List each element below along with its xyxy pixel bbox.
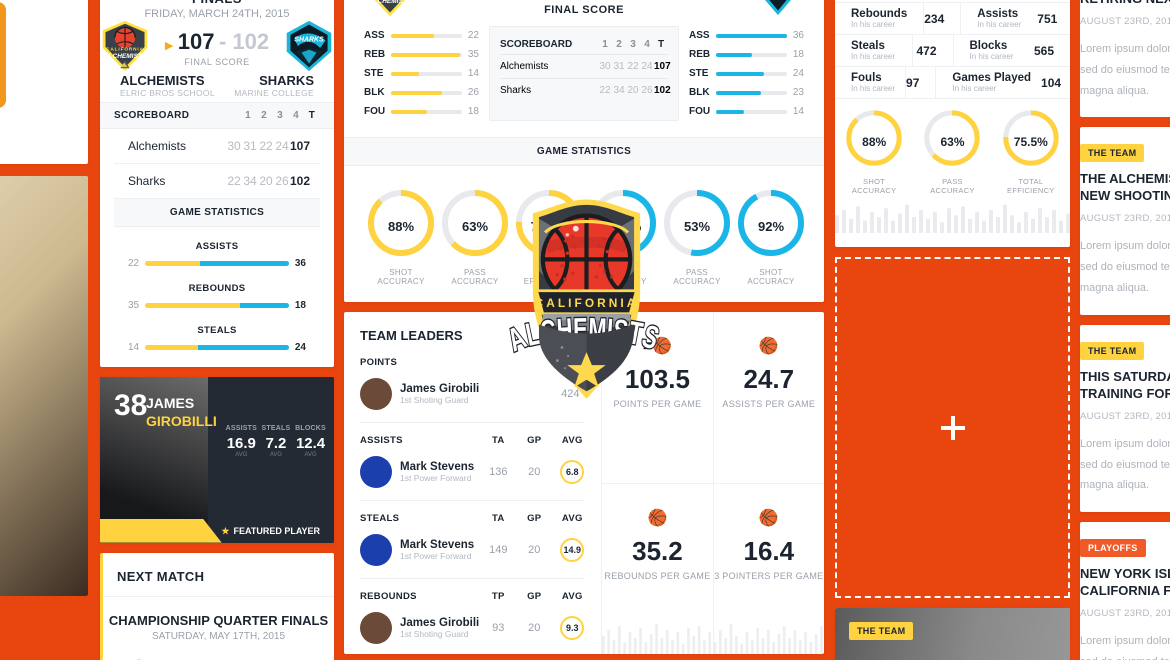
svg-text:ALCHEMISTS: ALCHEMISTS [368, 0, 412, 5]
svg-text:CALIFORNIA: CALIFORNIA [106, 46, 144, 51]
svg-text:ALCHEMISTS: ALCHEMISTS [103, 53, 147, 60]
svg-text:SHARKS: SHARKS [294, 36, 324, 43]
